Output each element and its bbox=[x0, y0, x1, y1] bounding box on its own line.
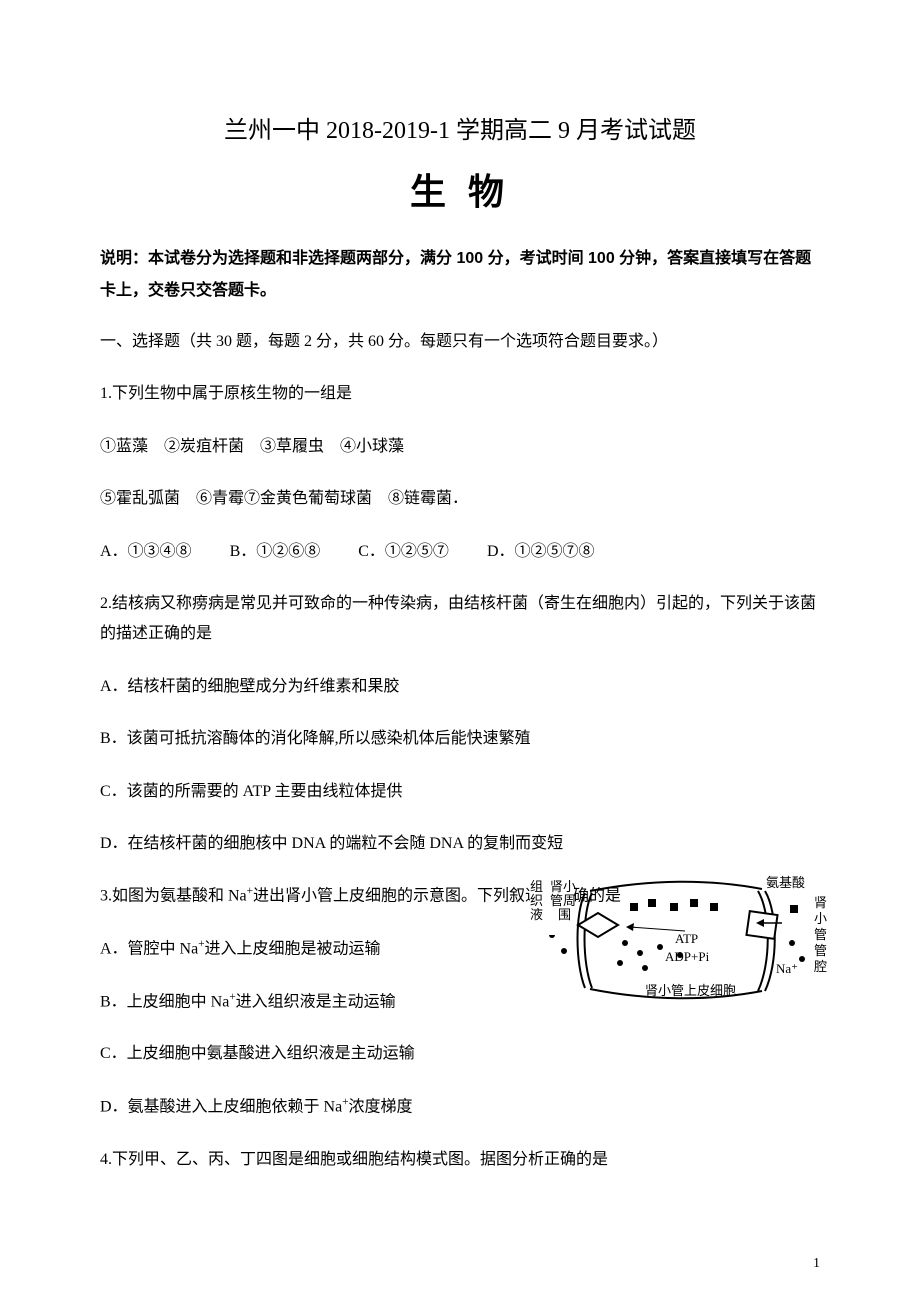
q3-d-suffix: 浓度梯度 bbox=[349, 1098, 413, 1115]
figure-label-cell: 肾小管上皮细胞 bbox=[645, 983, 736, 998]
question-1: 1.下列生物中属于原核生物的一组是 ①蓝藻 ②炭疽杆菌 ③草履虫 ④小球藻 ⑤霍… bbox=[100, 379, 820, 567]
q3-option-d: D．氨基酸进入上皮细胞依赖于 Na+浓度梯度 bbox=[100, 1092, 820, 1123]
svg-text:腔: 腔 bbox=[814, 959, 827, 974]
svg-text:围: 围 bbox=[558, 907, 571, 922]
q3-stem-prefix: 3.如图为氨基酸和 Na bbox=[100, 888, 247, 905]
q3-option-c: C．上皮细胞中氨基酸进入组织液是主动运输 bbox=[100, 1039, 820, 1069]
q3-b-suffix: 进入组织液是主动运输 bbox=[236, 993, 396, 1010]
svg-text:管: 管 bbox=[814, 927, 827, 942]
q1-stem: 1.下列生物中属于原核生物的一组是 bbox=[100, 379, 820, 409]
q2-option-a: A．结核杆菌的细胞壁成分为纤维素和果胶 bbox=[100, 672, 820, 702]
q2-stem: 2.结核病又称痨病是常见并可致命的一种传染病，由结核杆菌（寄生在细胞内）引起的，… bbox=[100, 589, 820, 650]
svg-text:管: 管 bbox=[814, 943, 827, 958]
exam-title-line1: 兰州一中 2018-2019-1 学期高二 9 月考试试题 bbox=[100, 110, 820, 145]
svg-text:管周: 管周 bbox=[550, 893, 576, 908]
q3-b-prefix: B．上皮细胞中 Na bbox=[100, 993, 229, 1010]
q1-enum-line2: ⑤霍乱弧菌 ⑥青霉⑦金黄色葡萄球菌 ⑧链霉菌． bbox=[100, 484, 820, 514]
q3-d-prefix: D．氨基酸进入上皮细胞依赖于 Na bbox=[100, 1098, 342, 1115]
q1-option-a: A．①③④⑧ bbox=[100, 537, 192, 567]
figure-label-tissue: 组 bbox=[530, 879, 543, 894]
q3-a-suffix: 进入上皮细胞是被动运输 bbox=[205, 940, 381, 957]
figure-label-na: Na⁺ bbox=[776, 961, 798, 976]
figure-atp-label: ATP bbox=[675, 931, 698, 946]
section-heading: 一、选择题（共 30 题，每题 2 分，共 60 分。每题只有一个选项符合题目要… bbox=[100, 327, 820, 357]
q1-enum-line1: ①蓝藻 ②炭疽杆菌 ③草履虫 ④小球藻 bbox=[100, 432, 820, 462]
q4-stem: 4.下列甲、乙、丙、丁四图是细胞或细胞结构模式图。据图分析正确的是 bbox=[100, 1145, 820, 1175]
q1-option-d: D．①②⑤⑦⑧ bbox=[487, 537, 595, 567]
figure-label-amino: 氨基酸 bbox=[766, 875, 805, 890]
svg-text:小: 小 bbox=[814, 911, 827, 926]
q1-option-b: B．①②⑥⑧ bbox=[230, 537, 321, 567]
q3-a-prefix: A．管腔中 Na bbox=[100, 940, 198, 957]
q1-option-c: C．①②⑤⑦ bbox=[358, 537, 449, 567]
figure-label-lumen: 肾 bbox=[814, 895, 827, 910]
question-3: 3.如图为氨基酸和 Na+进出肾小管上皮细胞的示意图。下列叙述不正确的是 bbox=[100, 881, 820, 1122]
q1-options: A．①③④⑧ B．①②⑥⑧ C．①②⑤⑦ D．①②⑤⑦⑧ bbox=[100, 537, 820, 567]
svg-text:织: 织 bbox=[530, 893, 543, 908]
q3-figure: ATP ADP+Pi 肾小 管周 围 肾小 管周 围 bbox=[530, 873, 830, 1003]
q2-option-c: C．该菌的所需要的 ATP 主要由线粒体提供 bbox=[100, 777, 820, 807]
figure-label-left1: 肾小 bbox=[550, 879, 576, 894]
question-2: 2.结核病又称痨病是常见并可致命的一种传染病，由结核杆菌（寄生在细胞内）引起的，… bbox=[100, 589, 820, 859]
q2-option-d: D．在结核杆菌的细胞核中 DNA 的端粒不会随 DNA 的复制而变短 bbox=[100, 829, 820, 859]
figure-adp-label: ADP+Pi bbox=[665, 949, 710, 964]
q2-option-b: B．该菌可抵抗溶酶体的消化降解,所以感染机体后能快速繁殖 bbox=[100, 724, 820, 754]
question-4: 4.下列甲、乙、丙、丁四图是细胞或细胞结构模式图。据图分析正确的是 bbox=[100, 1145, 820, 1175]
exam-instructions: 说明：本试卷分为选择题和非选择题两部分，满分 100 分，考试时间 100 分钟… bbox=[100, 243, 820, 307]
svg-text:液: 液 bbox=[530, 907, 543, 922]
exam-subject: 生 物 bbox=[100, 163, 820, 215]
page-number: 1 bbox=[813, 1256, 820, 1272]
